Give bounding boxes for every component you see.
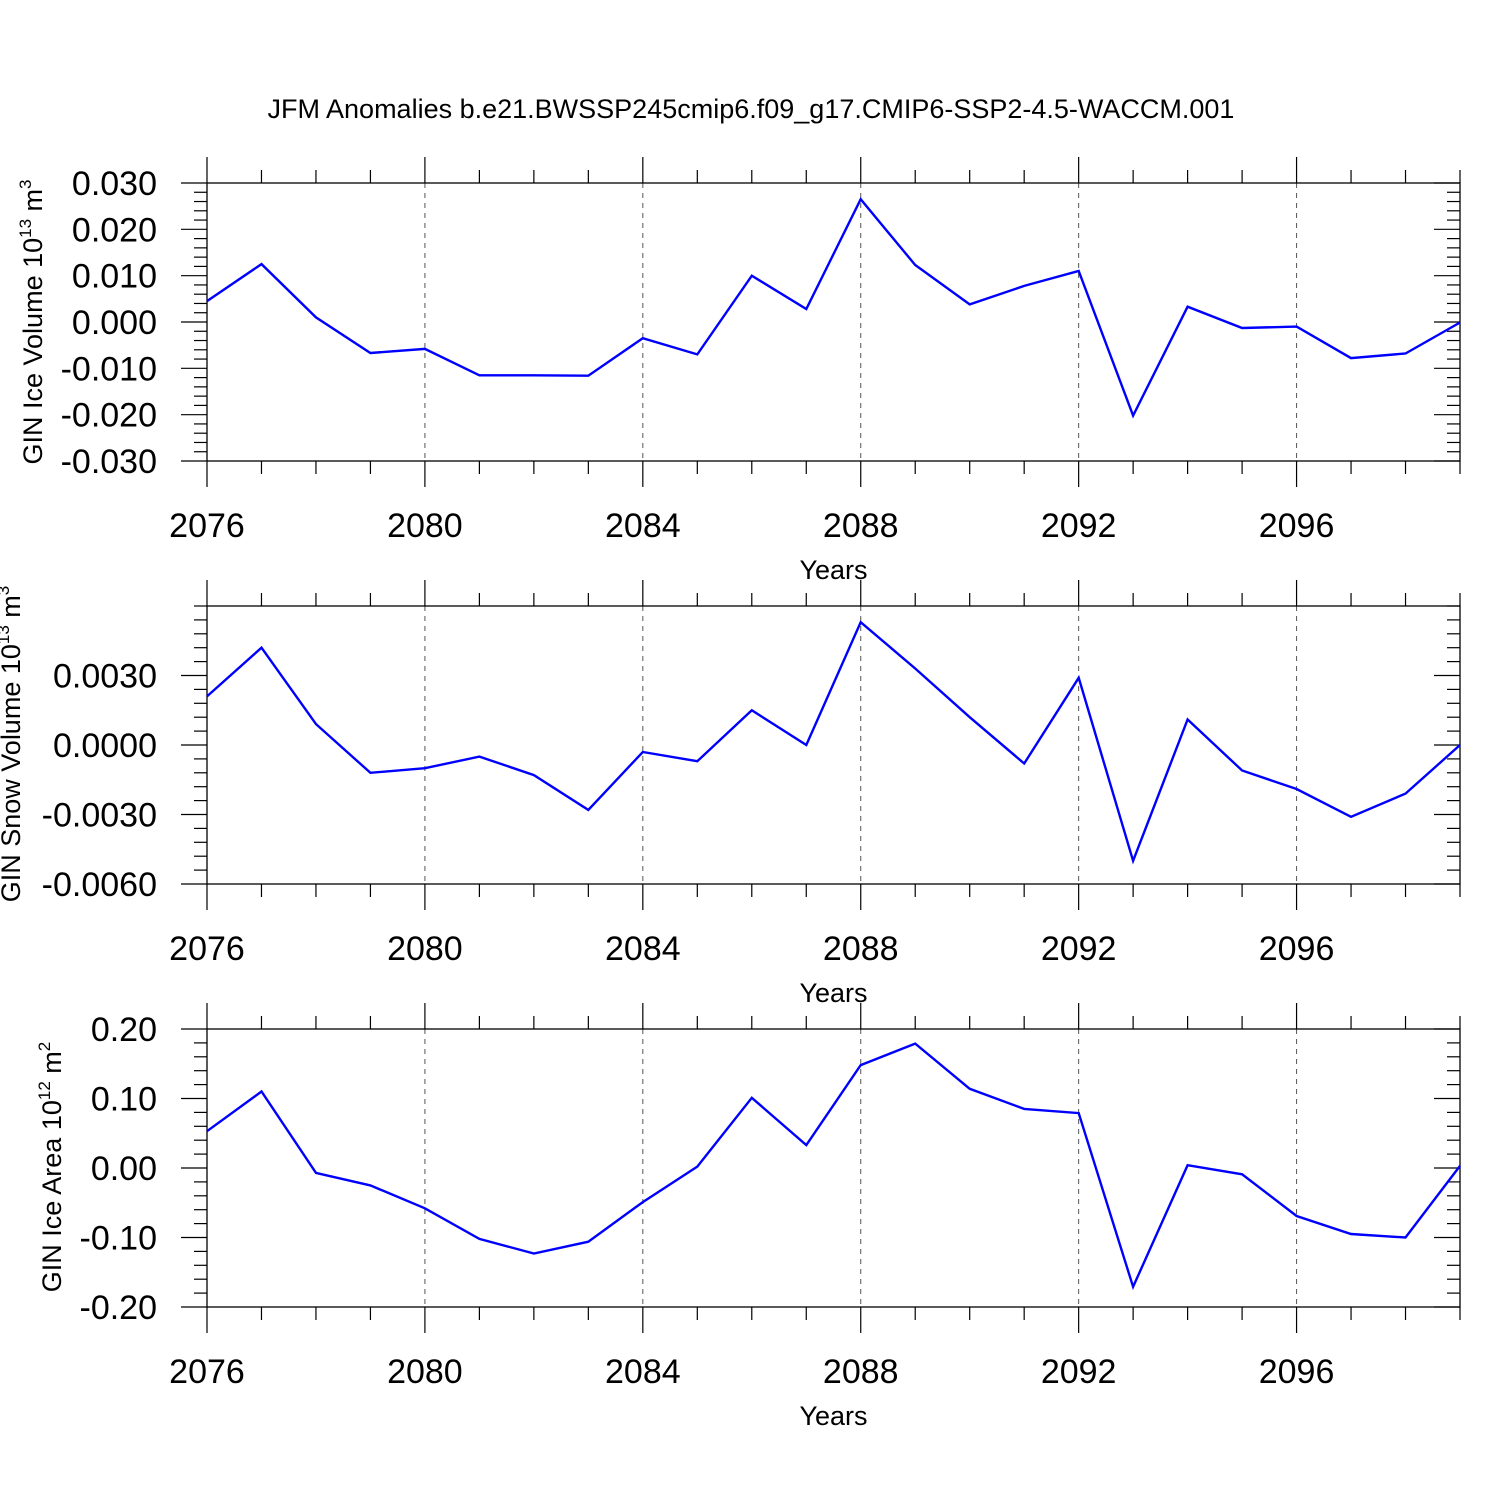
y-axis-title: GIN Ice Area 1012 m2 — [35, 1042, 67, 1293]
y-tick-label: -0.030 — [61, 443, 157, 481]
x-tick-label: 2092 — [1041, 507, 1117, 545]
y-tick-label: 0.0000 — [53, 727, 157, 765]
y-axis-title-superscript: 13 — [16, 219, 35, 238]
y-axis-title-superscript: 3 — [16, 179, 35, 188]
y-axis-title-superscript: 13 — [0, 625, 13, 644]
x-tick-label: 2088 — [823, 507, 899, 545]
y-axis-title-part: m — [0, 595, 26, 625]
y-tick-label: -0.020 — [61, 397, 157, 435]
figure-title: JFM Anomalies b.e21.BWSSP245cmip6.f09_g1… — [268, 94, 1235, 124]
x-tick-label: 2096 — [1259, 930, 1335, 968]
y-axis-title-superscript: 3 — [0, 586, 13, 595]
y-axis-title-part: GIN Snow Volume 10 — [0, 644, 26, 902]
y-tick-label: 0.030 — [72, 165, 157, 203]
y-tick-label: 0.020 — [72, 211, 157, 249]
x-tick-label: 2076 — [169, 507, 245, 545]
series-line — [206, 620, 1461, 865]
y-axis-title: GIN Snow Volume 1013 m3 — [0, 586, 26, 903]
y-tick-label: -0.0030 — [42, 797, 157, 835]
x-axis-title: Years — [799, 1401, 867, 1431]
y-axis-title-part: m — [18, 189, 48, 219]
y-tick-label: 0.000 — [72, 304, 157, 342]
x-tick-label: 2084 — [605, 1353, 681, 1391]
x-tick-label: 2084 — [605, 930, 681, 968]
y-tick-label: 0.10 — [91, 1081, 157, 1119]
x-axis-title: Years — [799, 978, 867, 1008]
x-tick-label: 2092 — [1041, 930, 1117, 968]
y-axis-title-part: m — [37, 1051, 67, 1081]
y-tick-label: 0.20 — [91, 1011, 157, 1049]
x-tick-label: 2080 — [387, 507, 463, 545]
y-tick-label: -0.0060 — [42, 866, 157, 904]
x-tick-label: 2084 — [605, 507, 681, 545]
x-tick-label: 2088 — [823, 1353, 899, 1391]
series-line — [206, 197, 1461, 419]
y-tick-label: 0.00 — [91, 1150, 157, 1188]
chart-panel-2: -0.0060 -0.0030 0.0000 0.0030 2076 2080 2084 20… — [0, 580, 1461, 1008]
y-tick-label: 0.0030 — [53, 658, 157, 696]
y-axis-title-superscript: 2 — [35, 1042, 54, 1051]
panels-group: -0.030-0.020-0.0100.0000.0100.0200.03020… — [0, 157, 1461, 1431]
series-line — [206, 1042, 1461, 1291]
y-axis-title-part: GIN Ice Area 10 — [37, 1100, 67, 1292]
x-tick-label: 2080 — [387, 930, 463, 968]
y-axis-title-part: GIN Ice Volume 10 — [18, 238, 48, 465]
y-axis-title-superscript: 12 — [35, 1081, 54, 1100]
x-tick-label: 2076 — [169, 1353, 245, 1391]
y-axis-title: GIN Ice Volume 1013 m3 — [16, 179, 48, 464]
x-tick-label: 2092 — [1041, 1353, 1117, 1391]
x-tick-label: 2076 — [169, 930, 245, 968]
y-tick-label: 0.010 — [72, 258, 157, 296]
x-tick-label: 2096 — [1259, 1353, 1335, 1391]
chart-panel-1: -0.030 -0.020 -0.010 0.000 0.010 0.020 0.030 20… — [16, 157, 1461, 585]
x-tick-label: 2096 — [1259, 507, 1335, 545]
x-tick-label: 2080 — [387, 1353, 463, 1391]
y-tick-label: -0.10 — [80, 1220, 158, 1258]
x-axis-title: Years — [799, 555, 867, 585]
chart-panel-3: -0.20 -0.10 0.00 0.10 0.20 2076 2080 2084 2088 20… — [35, 1003, 1461, 1431]
y-tick-label: -0.010 — [61, 350, 157, 388]
y-tick-label: -0.20 — [80, 1289, 158, 1327]
x-tick-label: 2088 — [823, 930, 899, 968]
